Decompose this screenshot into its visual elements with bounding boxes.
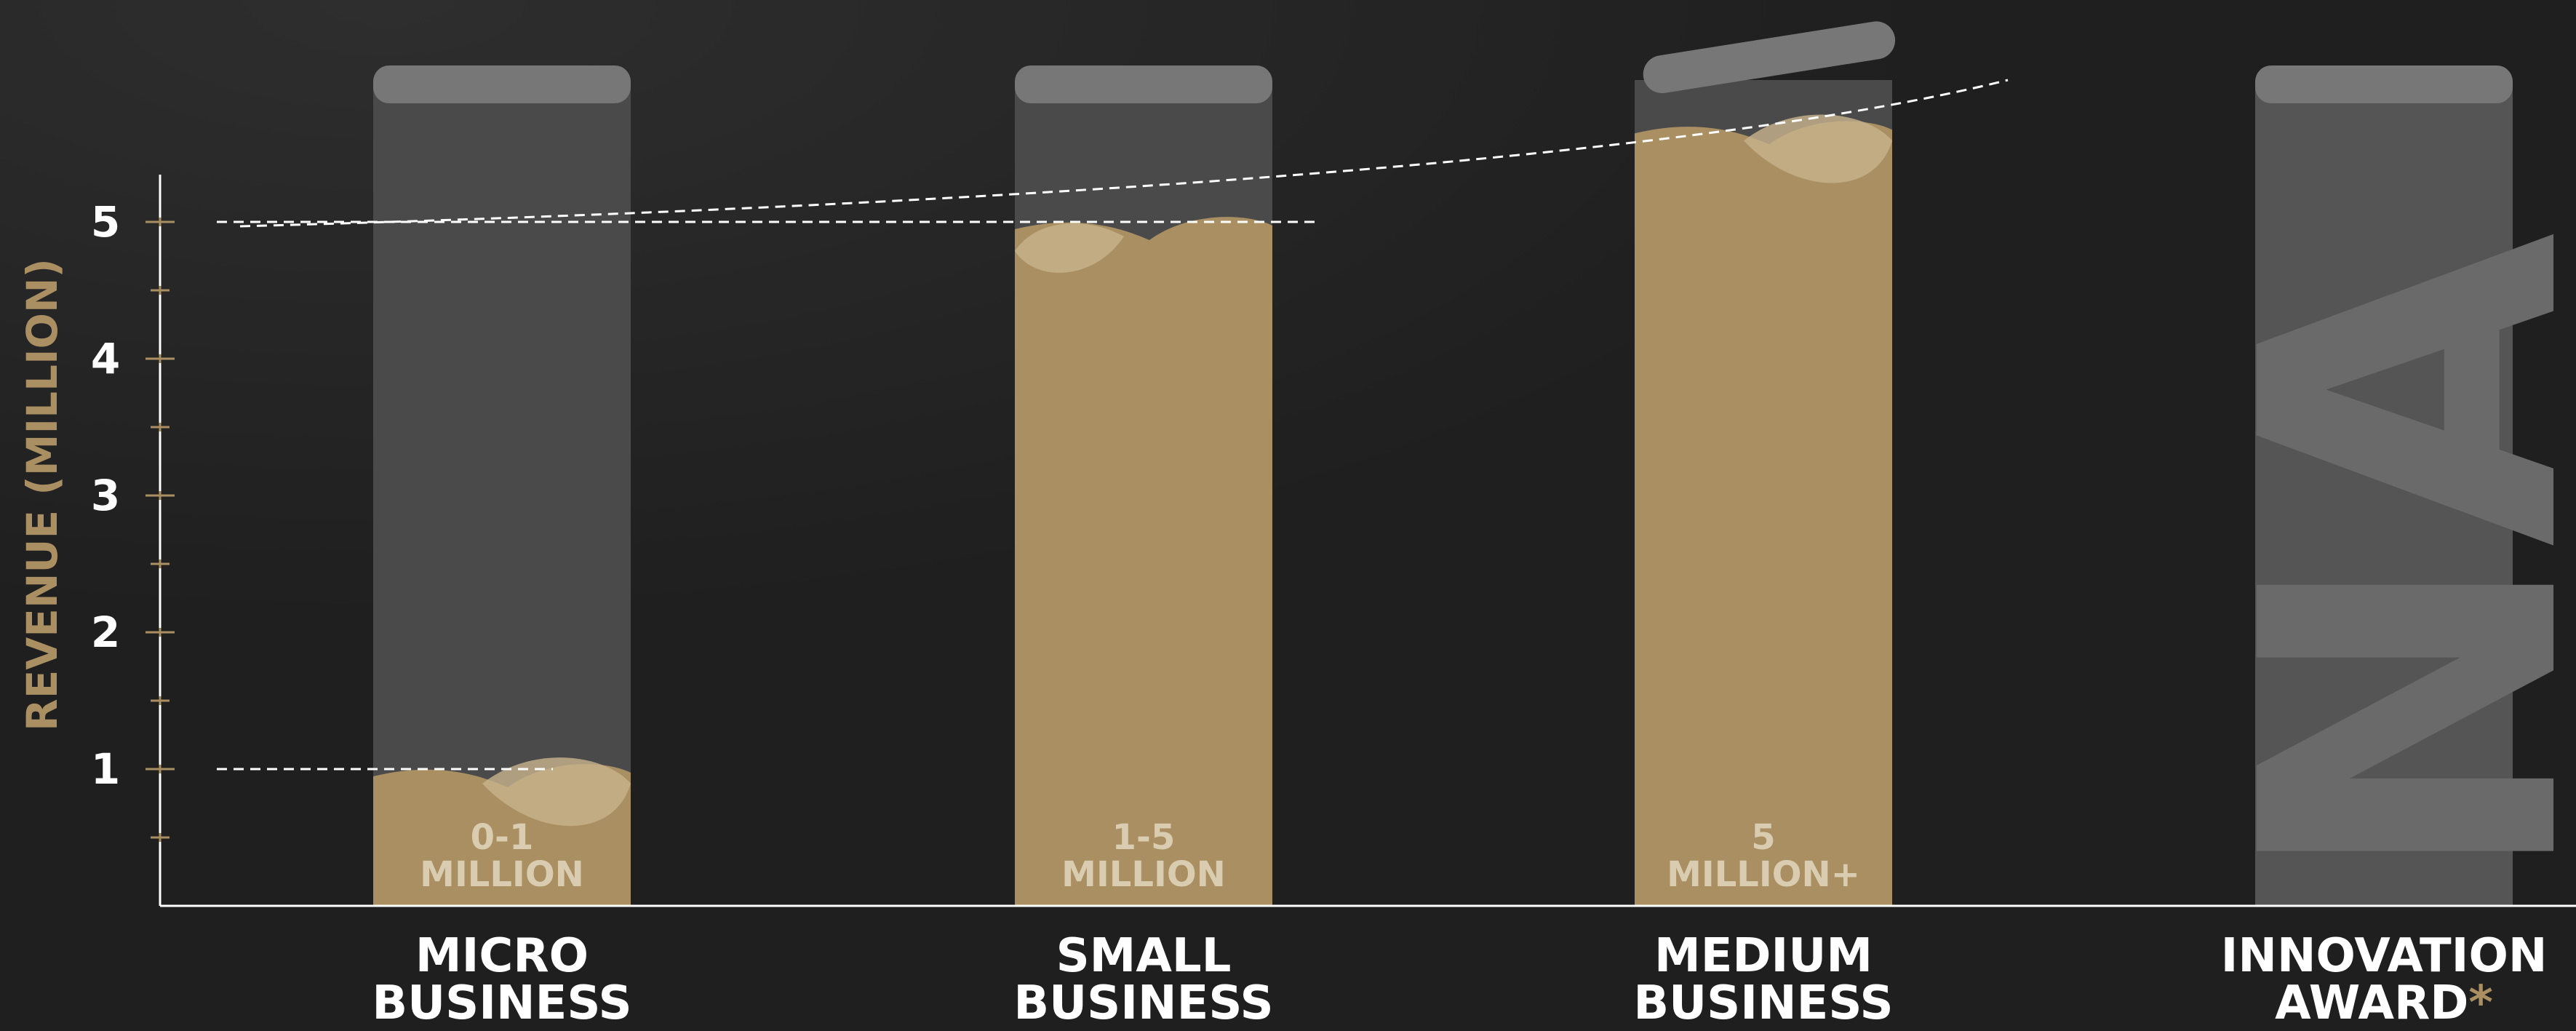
jar-body bbox=[2255, 80, 2513, 906]
bar-label: 0-1 bbox=[471, 817, 534, 858]
bar-highlight bbox=[1015, 223, 1124, 273]
y-tick-label: 3 bbox=[91, 471, 120, 520]
bar-highlight bbox=[1744, 114, 1892, 183]
labels-layer: 0-1MILLIONMICROBUSINESS1-5MILLIONSMALLBU… bbox=[372, 817, 2547, 1030]
reference-lines-layer bbox=[217, 79, 2009, 771]
bar-group bbox=[373, 65, 631, 906]
y-tick-label: 2 bbox=[91, 608, 120, 657]
bars-layer: NA bbox=[373, 21, 2576, 907]
category-footnote-mark: * bbox=[2468, 976, 2492, 1030]
jar-lid bbox=[373, 65, 631, 103]
bar-label: MILLION+ bbox=[1667, 854, 1860, 895]
bar-label: MILLION bbox=[1061, 854, 1226, 895]
bar-label: 1-5 bbox=[1112, 817, 1176, 858]
bar bbox=[1635, 121, 1892, 907]
y-axis-title: REVENUE (MILLION) bbox=[17, 258, 67, 731]
y-tick-label: 5 bbox=[91, 197, 120, 247]
axes-layer: 1 2 3 4 5 REVENUE (MILLION) bbox=[17, 175, 2576, 907]
bar-highlight bbox=[482, 757, 631, 827]
category-label: AWARD* bbox=[2275, 976, 2493, 1030]
bar-group bbox=[1635, 21, 1896, 907]
y-tick-label: 1 bbox=[91, 744, 120, 794]
trend-curve bbox=[239, 79, 2009, 228]
bar-label: MILLION bbox=[420, 854, 584, 895]
category-label: BUSINESS bbox=[372, 976, 631, 1030]
jar-lid bbox=[1643, 21, 1896, 94]
bar-group bbox=[1015, 65, 1272, 906]
watermark-text: NA bbox=[2176, 229, 2576, 888]
category-label: SMALL bbox=[1056, 929, 1232, 983]
jar-lid bbox=[1015, 65, 1272, 103]
y-tick-label: 4 bbox=[91, 334, 120, 383]
category-label: MICRO bbox=[415, 929, 589, 983]
category-label: BUSINESS bbox=[1633, 976, 1893, 1030]
category-label: MEDIUM bbox=[1654, 929, 1873, 983]
bar bbox=[1015, 217, 1272, 906]
category-label: BUSINESS bbox=[1013, 976, 1273, 1030]
jar-lid bbox=[2255, 65, 2513, 103]
bar-group: NA bbox=[2176, 65, 2576, 906]
category-label: INNOVATION bbox=[2221, 929, 2548, 983]
bar-label: 5 bbox=[1751, 817, 1775, 858]
